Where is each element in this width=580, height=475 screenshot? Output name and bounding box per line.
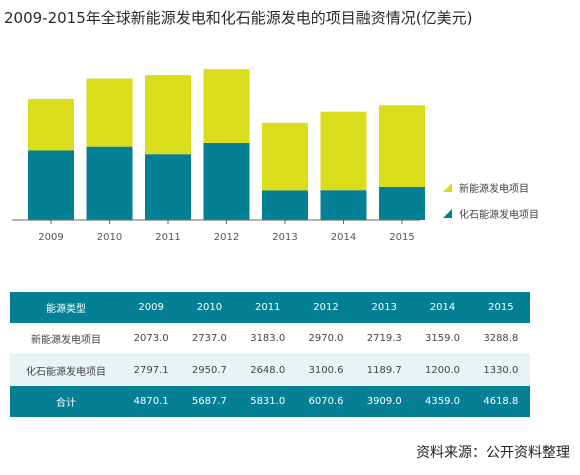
header-cell: 2012 xyxy=(296,292,356,323)
bar-fossil-2012 xyxy=(203,142,250,220)
table-cell: 3288.8 xyxy=(471,323,530,355)
table-cell: 2970.0 xyxy=(296,323,356,355)
legend-swatch xyxy=(443,209,452,218)
table-cell: 5687.7 xyxy=(180,386,239,417)
legend-label: 化石能源发电项目 xyxy=(459,208,539,221)
row-label: 新能源发电项目 xyxy=(10,323,122,355)
header-cell: 2013 xyxy=(355,292,414,323)
table-cell: 4359.0 xyxy=(413,386,472,417)
table-cell: 1200.0 xyxy=(413,354,472,386)
chart-title: 2009-2015年全球新能源发电和化石能源发电的项目融资情况(亿美元) xyxy=(4,9,473,27)
x-tick-label: 2014 xyxy=(331,232,356,243)
bar-fossil-2015 xyxy=(379,186,425,220)
bar-fossil-2014 xyxy=(320,190,367,220)
data-table: 能源类型 2009 2010 2011 2012 2013 2014 2015 … xyxy=(10,292,530,417)
bar-new-energy-2010 xyxy=(86,78,133,147)
table-cell: 3159.0 xyxy=(413,323,472,355)
bar-new-energy-2013 xyxy=(262,122,308,191)
header-cell: 2014 xyxy=(413,292,472,323)
table-cell: 5831.0 xyxy=(238,386,297,417)
table-cell: 2648.0 xyxy=(238,354,297,386)
table-cell: 3100.6 xyxy=(296,354,356,386)
bar-new-energy-2015 xyxy=(379,105,425,187)
x-tick-label: 2012 xyxy=(214,232,239,243)
table-cell: 3909.0 xyxy=(355,386,414,417)
bar-new-energy-2009 xyxy=(28,98,74,151)
table-cell: 2797.1 xyxy=(122,354,181,386)
legend-swatch xyxy=(443,183,452,192)
bar-fossil-2010 xyxy=(86,146,133,220)
x-tick-label: 2009 xyxy=(38,232,63,243)
table-cell: 4618.8 xyxy=(471,386,530,417)
x-tick-label: 2013 xyxy=(272,232,297,243)
header-cell: 2009 xyxy=(122,292,181,323)
row-label: 化石能源发电项目 xyxy=(10,354,122,386)
bar-new-energy-2012 xyxy=(203,69,250,143)
table-cell: 2737.0 xyxy=(180,323,239,355)
legend-label: 新能源发电项目 xyxy=(459,182,529,195)
bar-fossil-2013 xyxy=(262,190,308,220)
source-note: 资料来源：公开资料整理 xyxy=(416,445,570,461)
stacked-bar-chart: 2009 2010 2011 2012 2013 2014 2015 新能源发电项目化石能源… xyxy=(12,69,539,243)
table-row-total: 合计 4870.1 5687.7 5831.0 6070.6 3909.0 43… xyxy=(10,386,530,417)
table-cell: 2719.3 xyxy=(355,323,414,355)
x-tick-label: 2010 xyxy=(97,232,122,243)
header-cell: 能源类型 xyxy=(10,292,122,323)
table-row-fossil: 化石能源发电项目 2797.1 2950.7 2648.0 3100.6 118… xyxy=(10,354,530,386)
table-header-row: 能源类型 2009 2010 2011 2012 2013 2014 2015 xyxy=(10,292,530,323)
row-label: 合计 xyxy=(10,386,122,417)
bar-fossil-2009 xyxy=(28,150,74,220)
table-cell: 2950.7 xyxy=(180,354,239,386)
table-cell: 1189.7 xyxy=(355,354,414,386)
header-cell: 2015 xyxy=(471,292,530,323)
x-tick-label: 2011 xyxy=(155,232,180,243)
x-tick-label: 2015 xyxy=(389,232,414,243)
table-cell: 3183.0 xyxy=(238,323,297,355)
header-cell: 2010 xyxy=(180,292,239,323)
bar-fossil-2011 xyxy=(145,154,191,220)
table-row-new-energy: 新能源发电项目 2073.0 2737.0 3183.0 2970.0 2719… xyxy=(10,323,530,355)
table-cell: 1330.0 xyxy=(471,354,530,386)
bar-new-energy-2011 xyxy=(145,75,191,155)
table-cell: 2073.0 xyxy=(122,323,181,355)
header-cell: 2011 xyxy=(238,292,297,323)
bar-new-energy-2014 xyxy=(320,111,367,191)
table-cell: 4870.1 xyxy=(122,386,181,417)
table-cell: 6070.6 xyxy=(296,386,356,417)
